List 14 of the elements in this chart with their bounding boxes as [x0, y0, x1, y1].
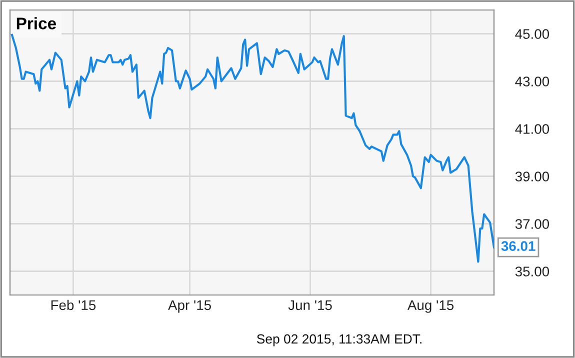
text: Sep 02 2015, 11:33AM EDT.: [256, 334, 422, 346]
chart-title: Price: [16, 17, 56, 30]
y-tick-label: 45.00: [515, 29, 550, 39]
y-tick-label: 39.00: [515, 172, 550, 182]
x-tick-label: Feb '15: [51, 300, 96, 310]
line-series: [10, 34, 494, 263]
y-tick-label: 37.00: [515, 219, 550, 229]
x-tick-label: Aug '15: [407, 300, 454, 313]
annotation: 36.01: [501, 241, 536, 252]
y-tick-label: 43.00: [515, 76, 550, 86]
x-tick-label: Jun '15: [288, 300, 332, 310]
y-tick-label: 35.00: [515, 266, 550, 276]
x-tick-label: Apr '15: [168, 300, 211, 313]
y-tick-label: 41.00: [515, 124, 550, 134]
